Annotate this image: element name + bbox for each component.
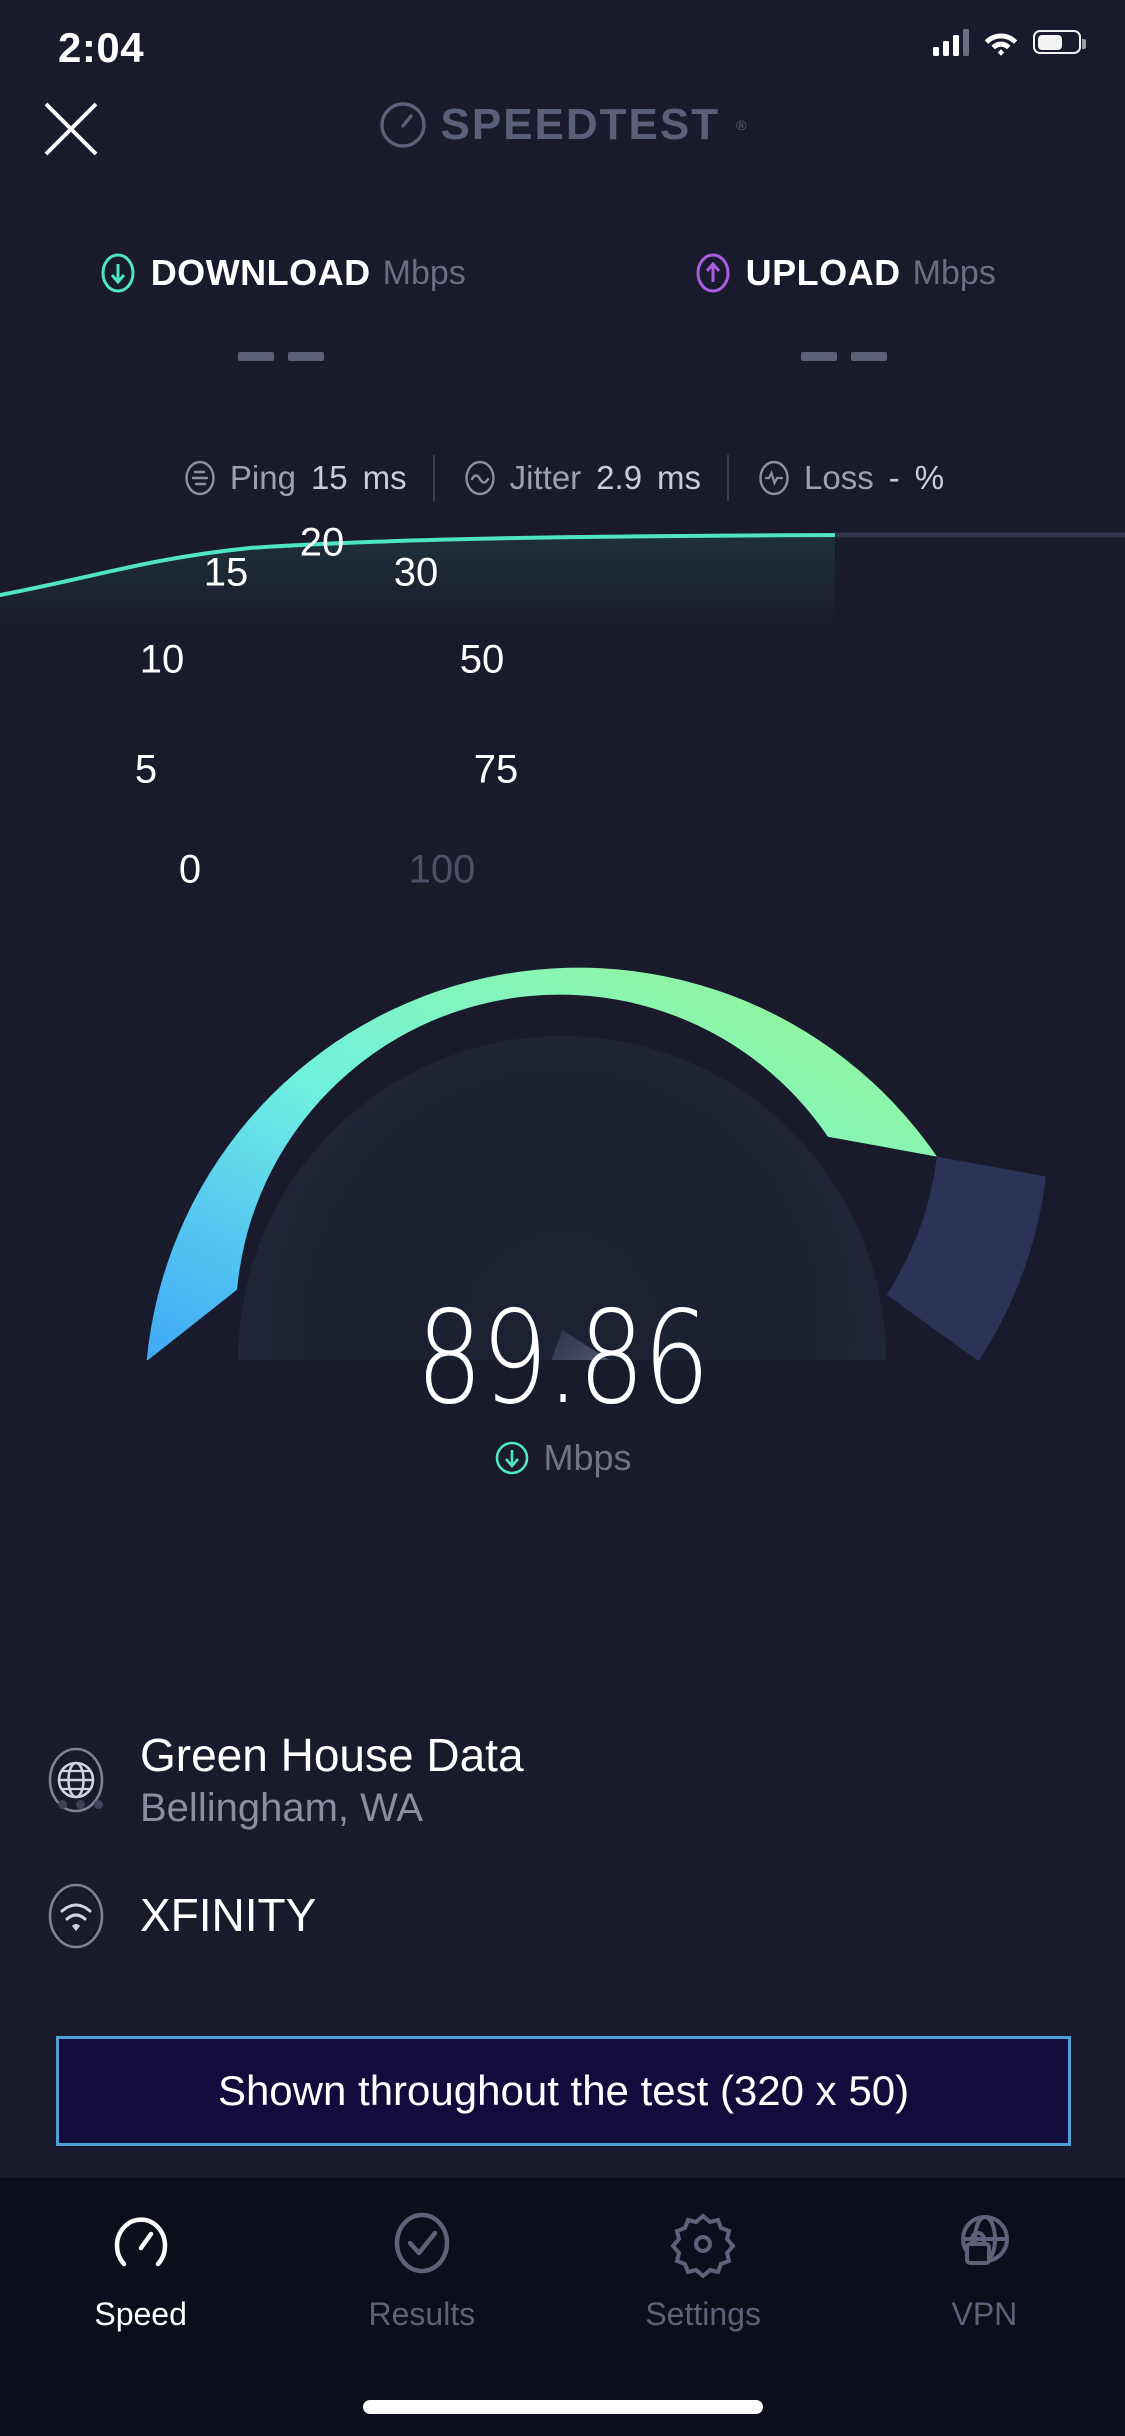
gear-icon — [666, 2206, 740, 2280]
ping-value: 15 — [310, 459, 348, 496]
server-row[interactable]: Green House Data Bellingham, WA — [40, 1729, 1085, 1830]
tab-speed-label: Speed — [94, 2296, 187, 2332]
globe-lock-icon — [947, 2206, 1021, 2280]
jitter-label: Jitter — [509, 459, 582, 496]
home-indicator[interactable] — [362, 2400, 763, 2414]
metrics-header-row: DOWNLOAD Mbps UPLOAD Mbps — [0, 252, 1125, 294]
wifi-icon — [40, 1880, 112, 1952]
gauge-readout: 89.86 Mbps — [0, 1295, 1125, 1479]
upload-unit: Mbps — [912, 253, 996, 292]
battery-icon — [1033, 30, 1086, 54]
upload-label: UPLOAD — [745, 252, 901, 293]
download-label: DOWNLOAD — [150, 252, 371, 293]
status-bar: 2:04 — [0, 0, 1125, 110]
bottom-tab-bar: Speed Results Settings — [0, 2178, 1125, 2436]
brand-title: SPEEDTEST — [440, 100, 721, 149]
current-speed-unit-row: Mbps — [0, 1437, 1125, 1479]
loss-unit: % — [914, 459, 945, 496]
upload-value-placeholder — [563, 352, 1125, 361]
wifi-icon — [984, 33, 1018, 56]
tab-results-label: Results — [368, 2296, 476, 2332]
chart-line — [0, 533, 837, 597]
speedometer-logo-icon — [379, 102, 426, 148]
gauge-needle — [551, 1330, 610, 1360]
upload-metric-header: UPLOAD Mbps — [563, 252, 1125, 294]
ping-stat: Ping 15 ms — [155, 459, 433, 497]
loss-stat: Loss - % — [729, 459, 970, 497]
stat-divider — [432, 455, 435, 501]
ad-banner-text: Shown throughout the test (320 x 50) — [217, 2067, 910, 2114]
tab-results[interactable]: Results — [281, 2206, 562, 2436]
jitter-value: 2.9 — [596, 459, 643, 496]
tab-vpn-label: VPN — [951, 2296, 1018, 2332]
download-arrow-icon — [496, 1441, 529, 1475]
chart-area-fill — [0, 535, 835, 630]
speed-progress-chart — [0, 532, 1125, 630]
tab-settings[interactable]: Settings — [563, 2206, 844, 2436]
status-bar-indicators — [933, 28, 1086, 56]
gauge-remainder-segment — [886, 1156, 1046, 1360]
stat-divider — [727, 455, 730, 501]
app-brand: SPEEDTEST ® — [0, 100, 1125, 150]
jitter-unit: ms — [657, 459, 702, 496]
download-metric-header: DOWNLOAD Mbps — [0, 252, 563, 294]
server-location: Bellingham, WA — [140, 1785, 424, 1830]
gauge-arc — [146, 967, 937, 1360]
tab-settings-label: Settings — [645, 2296, 761, 2332]
more-dots-icon[interactable] — [58, 1800, 103, 1809]
loss-value: - — [888, 459, 900, 496]
isp-name: XFINITY — [140, 1889, 317, 1942]
ping-icon — [185, 460, 215, 496]
close-button[interactable] — [40, 98, 102, 160]
ad-banner[interactable]: Shown throughout the test (320 x 50) — [56, 2036, 1071, 2146]
close-icon — [44, 102, 98, 156]
network-stats-row: Ping 15 ms Jitter 2.9 ms Loss - % — [0, 455, 1125, 501]
isp-row[interactable]: XFINITY — [40, 1880, 1085, 1952]
brand-trademark: ® — [736, 117, 747, 133]
globe-icon — [40, 1744, 112, 1816]
cellular-signal-icon — [933, 28, 969, 56]
tab-vpn[interactable]: VPN — [844, 2206, 1125, 2436]
metrics-values-row — [0, 352, 1125, 361]
speed-gauge — [146, 967, 1046, 1360]
gauge-inner-face — [238, 1036, 886, 1360]
current-speed-value: 89.86 — [416, 1284, 710, 1433]
current-speed-unit: Mbps — [543, 1437, 632, 1478]
tab-speed[interactable]: Speed — [0, 2206, 281, 2436]
jitter-stat: Jitter 2.9 ms — [435, 459, 727, 497]
download-unit: Mbps — [382, 253, 466, 292]
download-value-placeholder — [0, 352, 563, 361]
check-circle-icon — [385, 2206, 459, 2280]
ping-label: Ping — [229, 459, 296, 496]
jitter-icon — [464, 460, 495, 496]
loss-label: Loss — [804, 459, 874, 496]
ping-unit: ms — [362, 459, 407, 496]
speedometer-icon — [104, 2206, 178, 2280]
server-text: Green House Data Bellingham, WA — [140, 1729, 524, 1830]
loss-icon — [759, 460, 789, 496]
download-arrow-icon — [101, 253, 135, 293]
server-name: Green House Data — [140, 1729, 524, 1781]
isp-text: XFINITY — [140, 1890, 316, 1942]
status-bar-clock: 2:04 — [58, 24, 145, 71]
upload-arrow-icon — [696, 253, 730, 293]
